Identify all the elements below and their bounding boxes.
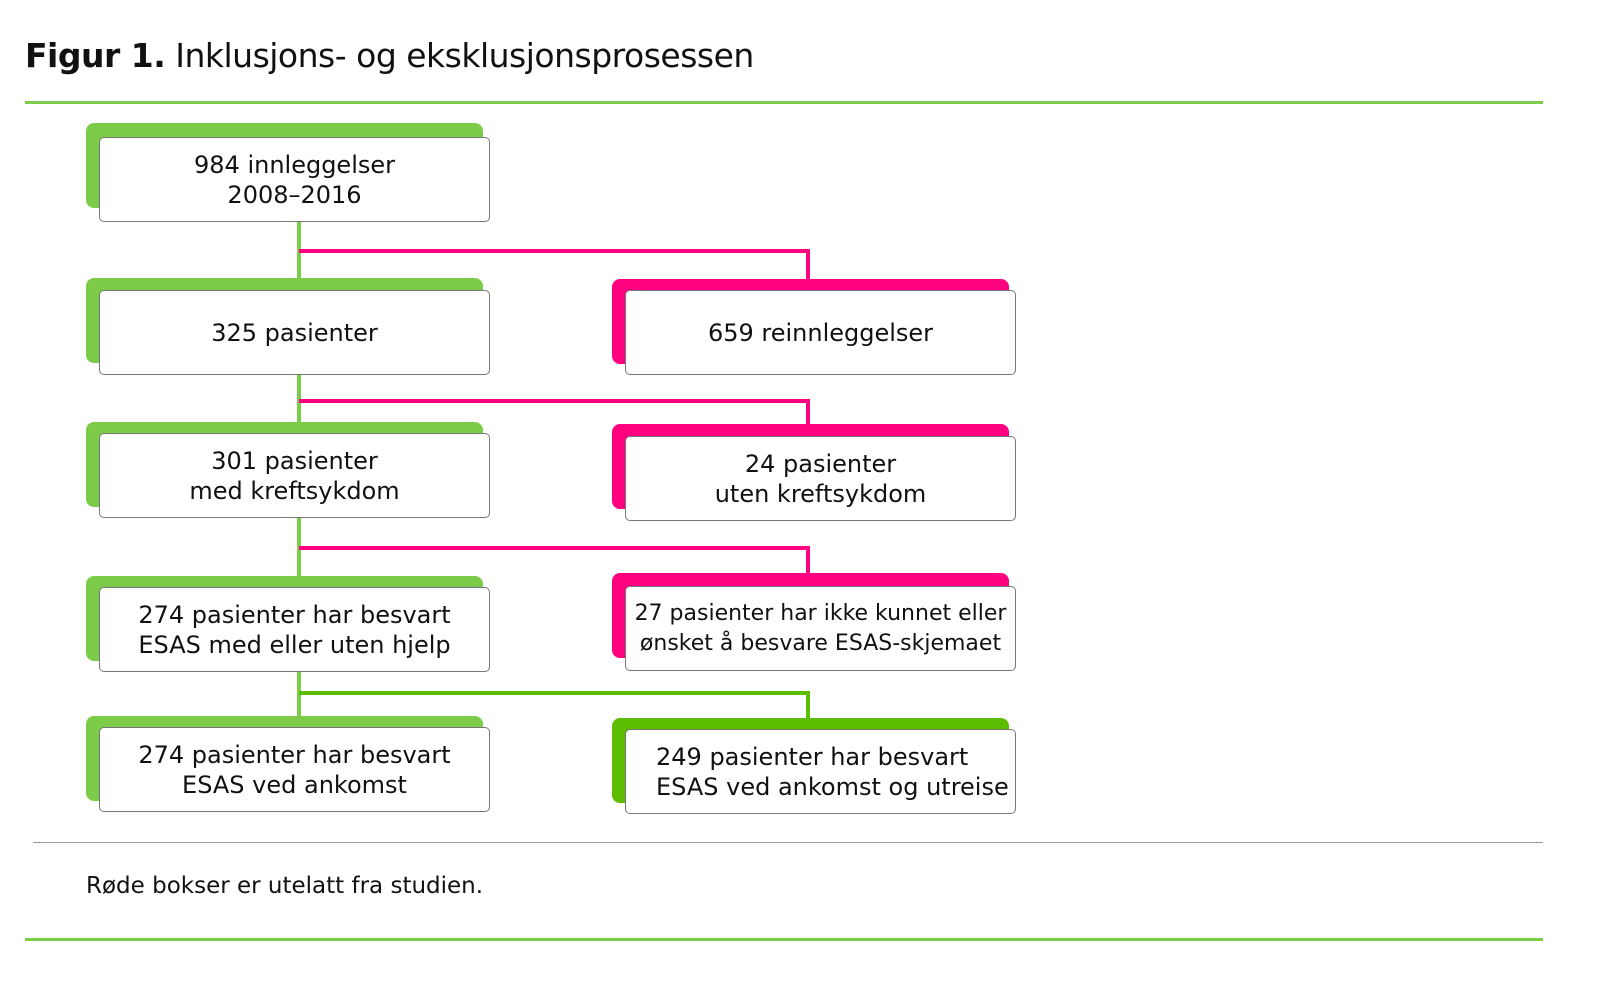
connector-branch (299, 399, 810, 403)
box-cancer: 301 pasienter med kreftsykdom (99, 433, 490, 518)
box-no-cancer: 24 pasienter uten kreftsykdom (625, 436, 1016, 521)
connector-drop (806, 546, 810, 573)
box-readmissions: 659 reinnleggelser (625, 290, 1016, 375)
connector-drop (806, 691, 810, 718)
connector-branch (299, 546, 810, 550)
connector-drop (806, 249, 810, 279)
connector-branch (299, 249, 810, 253)
connector-vertical (297, 375, 301, 422)
box-answered: 274 pasienter har besvart ESAS med eller… (99, 587, 490, 672)
box-arrival-departure: 249 pasienter har besvart ESAS ved ankom… (625, 729, 1016, 814)
connector-drop (806, 399, 810, 424)
figure-title: Figur 1. Inklusjons- og eksklusjonsprose… (25, 36, 754, 75)
box-arrival: 274 pasienter har besvart ESAS ved ankom… (99, 727, 490, 812)
divider (33, 842, 1543, 843)
box-admissions: 984 innleggelser 2008–2016 (99, 137, 490, 222)
top-rule (25, 101, 1543, 104)
box-not-answered: 27 pasienter har ikke kunnet eller ønske… (625, 586, 1016, 671)
figure-label: Figur 1. (25, 36, 166, 75)
connector-branch (299, 691, 810, 695)
footnote: Røde bokser er utelatt fra studien. (86, 873, 484, 899)
bottom-rule (25, 938, 1543, 941)
box-patients: 325 pasienter (99, 290, 490, 375)
figure-title-text: Inklusjons- og eksklusjonsprosessen (175, 36, 754, 75)
